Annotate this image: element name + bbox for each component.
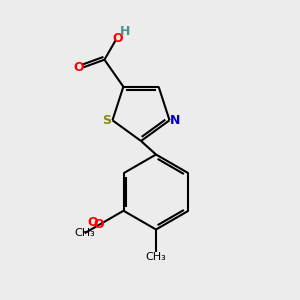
Text: H: H [119, 25, 130, 38]
Text: O: O [87, 216, 98, 229]
Text: O: O [112, 32, 122, 45]
Text: O: O [94, 218, 104, 231]
Text: S: S [103, 114, 112, 127]
Text: O: O [74, 61, 84, 74]
Text: CH₃: CH₃ [74, 228, 95, 238]
Text: N: N [170, 114, 180, 127]
Text: CH₃: CH₃ [146, 252, 167, 262]
